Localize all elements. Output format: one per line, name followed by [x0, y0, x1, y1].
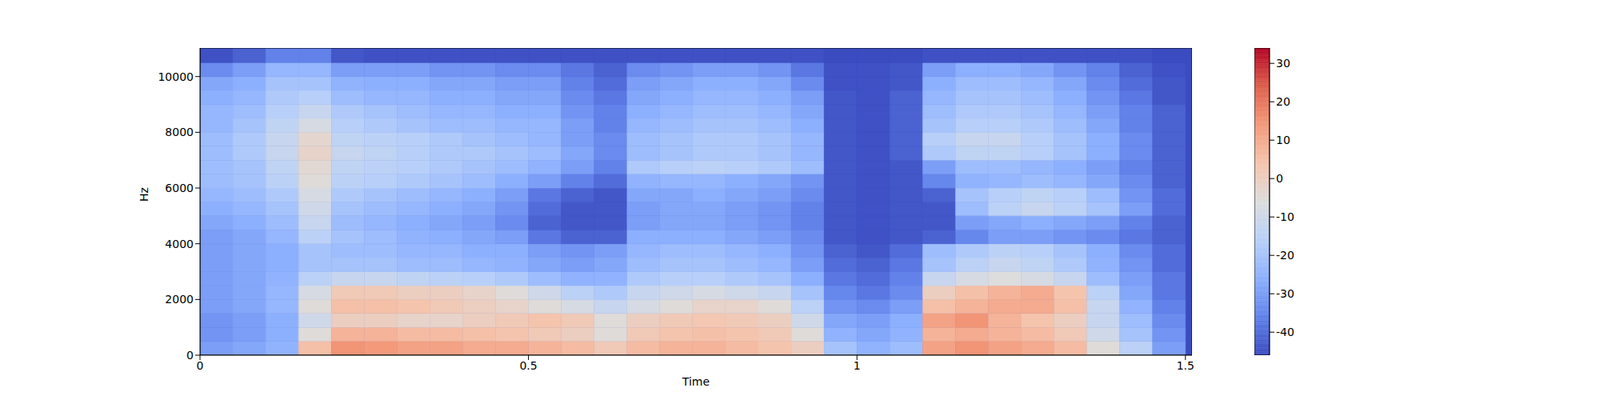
svg-text:Time: Time — [681, 375, 710, 388]
svg-text:10: 10 — [1276, 133, 1291, 147]
svg-text:10000: 10000 — [157, 70, 194, 84]
svg-text:30: 30 — [1276, 56, 1291, 70]
svg-text:4000: 4000 — [164, 237, 194, 251]
svg-text:1: 1 — [853, 359, 861, 372]
svg-text:8000: 8000 — [164, 125, 194, 139]
svg-text:Hz: Hz — [137, 187, 151, 202]
svg-text:20: 20 — [1276, 95, 1291, 108]
svg-text:6000: 6000 — [164, 181, 194, 195]
svg-text:0: 0 — [1276, 172, 1284, 185]
svg-text:1.5: 1.5 — [1176, 359, 1195, 372]
svg-text:0: 0 — [186, 348, 194, 362]
svg-text:0.5: 0.5 — [519, 359, 537, 372]
svg-text:2000: 2000 — [164, 292, 194, 306]
svg-text:-30: -30 — [1276, 287, 1295, 300]
svg-text:-40: -40 — [1276, 325, 1295, 339]
svg-text:0: 0 — [196, 359, 204, 372]
svg-text:-20: -20 — [1276, 248, 1295, 262]
svg-text:-10: -10 — [1276, 210, 1295, 224]
